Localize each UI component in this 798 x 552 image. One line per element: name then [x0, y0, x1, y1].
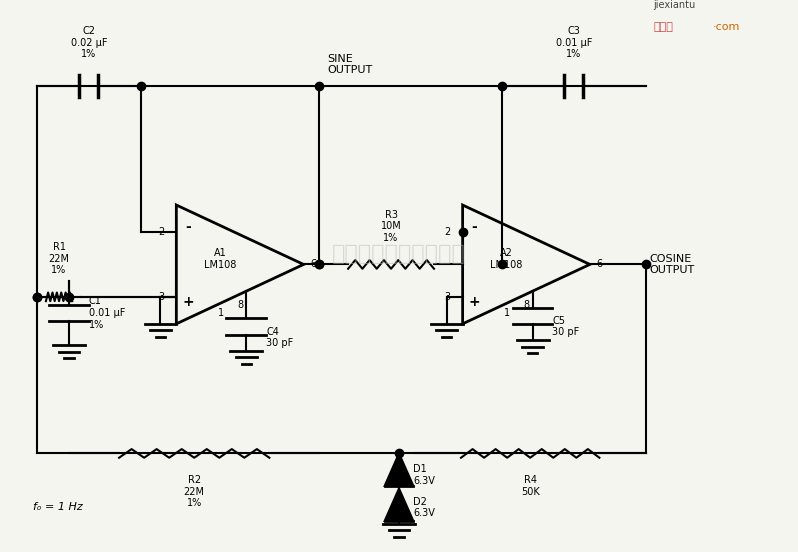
Text: 搜狐图: 搜狐图	[654, 22, 674, 32]
Text: R2
22M
1%: R2 22M 1%	[184, 475, 205, 508]
Text: D2
6.3V: D2 6.3V	[413, 497, 435, 518]
Text: COSINE
OUTPUT: COSINE OUTPUT	[650, 253, 695, 275]
Text: 8: 8	[523, 300, 529, 310]
Text: C2
0.02 μF
1%: C2 0.02 μF 1%	[70, 26, 107, 59]
Text: 杭州将睿科技有限公司: 杭州将睿科技有限公司	[332, 243, 466, 264]
Text: R3
10M
1%: R3 10M 1%	[381, 210, 401, 243]
Text: ·com: ·com	[713, 22, 741, 32]
Polygon shape	[385, 453, 413, 486]
Text: R4
50K: R4 50K	[521, 475, 539, 497]
Text: 3: 3	[158, 292, 164, 302]
Text: -: -	[472, 220, 477, 233]
Text: SINE
OUTPUT: SINE OUTPUT	[327, 54, 373, 76]
Text: 8: 8	[237, 300, 243, 310]
Text: 6: 6	[310, 259, 316, 269]
Text: C4
30 pF: C4 30 pF	[267, 327, 294, 348]
Text: 1: 1	[218, 308, 224, 318]
Polygon shape	[385, 489, 413, 521]
Text: C5
30 pF: C5 30 pF	[552, 316, 579, 337]
Text: +: +	[183, 295, 194, 309]
Text: +: +	[468, 295, 480, 309]
Text: A2
LM108: A2 LM108	[490, 248, 523, 270]
Text: R1
22M
1%: R1 22M 1%	[49, 242, 69, 275]
Text: jiexiantu: jiexiantu	[654, 0, 696, 10]
Text: 1: 1	[504, 308, 510, 318]
Text: 6: 6	[596, 259, 602, 269]
Text: A1
LM108: A1 LM108	[203, 248, 236, 270]
Text: D1
6.3V: D1 6.3V	[413, 464, 435, 486]
Text: C1
0.01 μF
1%: C1 0.01 μF 1%	[89, 296, 125, 330]
Text: 3: 3	[444, 292, 451, 302]
Text: -: -	[185, 220, 192, 233]
Text: 2: 2	[444, 227, 451, 237]
Text: fₒ = 1 Hz: fₒ = 1 Hz	[34, 502, 83, 512]
Text: C3
0.01 μF
1%: C3 0.01 μF 1%	[555, 26, 592, 59]
Text: 2: 2	[158, 227, 164, 237]
